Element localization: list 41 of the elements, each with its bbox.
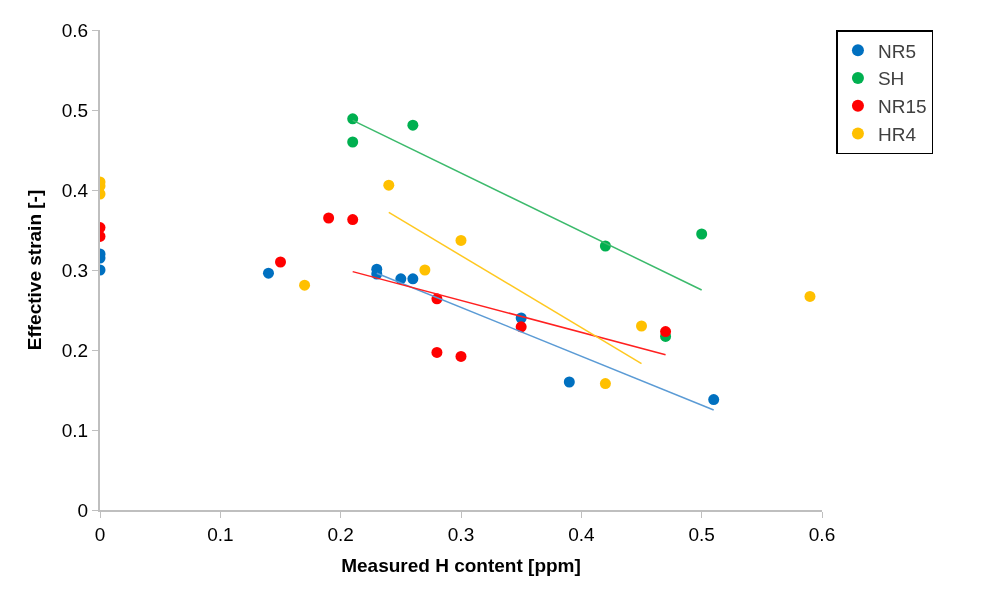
point <box>431 346 443 358</box>
y-tick-label: 0.3 <box>61 259 89 281</box>
x-tick-label: 0.1 <box>207 523 234 545</box>
point <box>563 376 575 388</box>
y-tick-label: 0.6 <box>61 19 89 41</box>
x-tick-label: 0.2 <box>327 523 354 545</box>
legend-label: NR5 <box>877 40 916 62</box>
legend-label: HR4 <box>877 123 917 145</box>
legend-label: NR15 <box>877 96 927 118</box>
point <box>696 228 708 240</box>
point <box>407 273 419 285</box>
x-tick-label: 0.3 <box>447 523 475 545</box>
x-tick-label: 0.4 <box>568 523 595 545</box>
point <box>347 214 359 226</box>
point <box>708 394 720 406</box>
x-axis-title: Measured H content [ppm] <box>341 555 581 577</box>
point <box>262 267 274 279</box>
point <box>419 264 431 276</box>
point <box>804 290 816 302</box>
point <box>383 179 395 191</box>
point <box>323 212 335 224</box>
x-tick-label: 0 <box>94 523 106 545</box>
x-tick-label: 0.6 <box>808 523 836 545</box>
y-tick-label: 0.2 <box>61 339 89 361</box>
point <box>347 136 359 148</box>
y-tick-label: 0.1 <box>61 419 89 441</box>
point <box>660 326 672 338</box>
point <box>347 113 359 125</box>
point <box>275 256 286 268</box>
legend-label: SH <box>877 68 905 90</box>
y-tick-label: 0 <box>77 499 89 521</box>
point <box>407 119 419 131</box>
point <box>599 378 611 390</box>
y-tick-label: 0.4 <box>61 179 89 201</box>
point <box>455 350 467 362</box>
point <box>636 320 647 332</box>
y-tick-label: 0.5 <box>61 99 89 121</box>
point <box>299 279 311 291</box>
y-axis-title: Effective strain [-] <box>24 189 46 351</box>
point <box>455 234 467 246</box>
x-tick-label: 0.5 <box>688 523 715 545</box>
